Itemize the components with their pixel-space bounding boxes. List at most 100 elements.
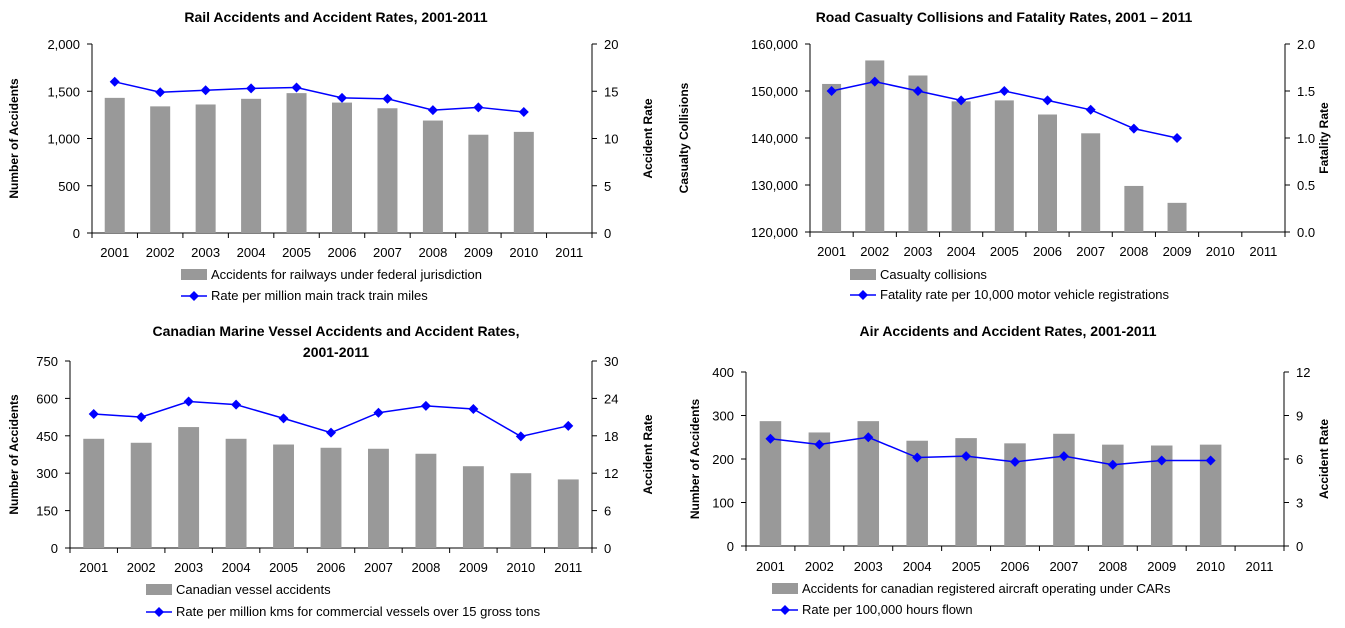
air-accidents-chart: Air Accidents and Accident Rates, 2001-2… [672,314,1345,628]
x-tick-label: 2003 [191,245,220,260]
bar [241,98,262,233]
bar [513,131,534,233]
line-point [109,76,120,87]
bar [1081,133,1101,232]
y2-tick-label: 18 [604,429,618,444]
y-axis-label: Number of Accidents [7,78,21,199]
chart-svg: Canadian Marine Vessel Accidents and Acc… [7,323,655,619]
y-tick-label: 1,500 [47,84,80,99]
y-tick-label: 600 [36,391,58,406]
y2-tick-label: 30 [604,354,618,369]
bar [1102,444,1124,546]
x-tick-label: 2011 [1246,559,1274,574]
line-point [1010,456,1020,467]
line-point [1172,133,1183,143]
chart-title: Canadian Marine Vessel Accidents and Acc… [153,323,520,339]
line-point [326,427,336,438]
bar [104,97,125,234]
bar [225,438,247,548]
y-axis-label: Number of Accidents [688,399,702,520]
y2-tick-label: 5 [604,179,611,194]
legend-bar-swatch [146,584,172,595]
line-point [1058,451,1069,462]
y-tick-label: 450 [36,429,58,444]
x-tick-label: 2001 [100,245,129,260]
line-point [863,432,874,443]
x-tick-label: 2004 [237,245,266,260]
line-point [183,396,194,407]
y2-tick-label: 0.0 [1297,225,1315,240]
bar [462,466,484,548]
x-tick-label: 2007 [1049,559,1078,574]
bar [857,421,880,546]
y-axis-label: Casualty Collisions [677,82,691,193]
bar [320,447,342,548]
line-point [869,76,880,87]
bar [822,83,842,232]
x-tick-label: 2011 [554,560,582,575]
x-tick-label: 2007 [1076,244,1105,259]
y2-axis-label: Accident Rate [641,414,655,494]
x-tick-label: 2009 [1147,559,1176,574]
line-point [231,399,242,410]
y-tick-label: 200 [712,452,734,467]
y2-tick-label: 6 [604,504,611,519]
bar [951,101,971,232]
bar [130,442,152,548]
x-tick-label: 2010 [506,560,535,575]
x-tick-label: 2005 [990,244,1019,259]
legend-bar-swatch [181,269,207,280]
x-tick-label: 2002 [805,559,834,574]
bar [1053,433,1075,546]
bar [1004,443,1026,546]
line-point [468,403,479,414]
x-tick-label: 2006 [328,245,357,260]
x-tick-label: 2007 [373,245,402,260]
bar [994,100,1014,233]
bar [557,479,579,548]
chart-svg: Rail Accidents and Accident Rates, 2001-… [7,9,655,303]
x-tick-label: 2008 [1098,559,1127,574]
line-point [1042,95,1053,106]
bar [955,438,977,546]
y-tick-label: 150,000 [751,84,798,99]
y2-axis-label: Fatality Rate [1317,102,1331,174]
y2-tick-label: 15 [604,84,618,99]
bar [1124,185,1144,232]
bar [377,108,398,233]
bar [368,448,389,548]
bar [286,93,307,233]
bar [1038,114,1057,232]
line-point [427,105,438,116]
y-tick-label: 0 [727,539,734,554]
x-tick-label: 2003 [174,560,203,575]
series-line [114,81,524,113]
y2-tick-label: 9 [1296,409,1303,424]
line-point [200,85,211,96]
line-point [155,87,166,98]
y2-tick-label: 0 [604,226,611,241]
y2-tick-label: 0 [604,541,611,556]
bar [1150,445,1173,546]
legend-line-marker [858,290,868,300]
bar [906,440,928,546]
x-tick-label: 2008 [411,560,440,575]
x-tick-label: 2002 [146,245,175,260]
y2-tick-label: 3 [1296,496,1303,511]
bar [415,453,437,548]
x-tick-label: 2001 [756,559,785,574]
bar [422,120,443,233]
x-tick-label: 2004 [947,244,976,259]
y2-tick-label: 10 [604,132,618,147]
bar [273,444,294,548]
y-tick-label: 400 [712,365,734,380]
bar [1167,202,1187,232]
x-tick-label: 2008 [1119,244,1148,259]
x-tick-label: 2008 [418,245,447,260]
bar [510,473,532,548]
line-point [291,82,302,93]
line-point [382,93,393,104]
y-tick-label: 0 [51,541,58,556]
bar [908,75,928,233]
line-point [473,102,484,113]
